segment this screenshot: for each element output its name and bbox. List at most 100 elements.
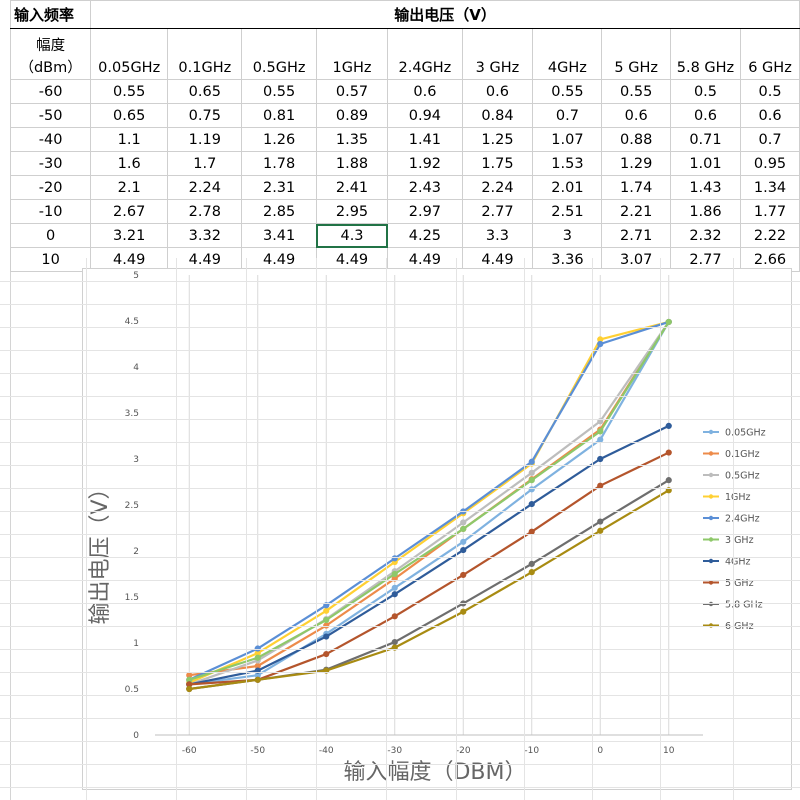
legend-entry[interactable]: 0.1GHz	[725, 449, 760, 460]
table-cell[interactable]: 0.81	[241, 103, 317, 128]
series-line[interactable]	[189, 489, 670, 691]
table-cell[interactable]: 2.22	[740, 223, 800, 248]
data-point[interactable]	[323, 616, 330, 624]
column-header[interactable]: 5.8 GHz	[669, 28, 742, 80]
table-cell[interactable]: 0.75	[167, 103, 243, 128]
column-header[interactable]: 0.5GHz	[241, 28, 317, 80]
column-header[interactable]: 4GHz	[532, 28, 603, 80]
table-cell[interactable]: 2.43	[387, 175, 463, 200]
table-cell[interactable]: 4.49	[387, 247, 463, 272]
legend-entry[interactable]: 2.4GHz	[725, 514, 760, 525]
data-point[interactable]	[597, 527, 604, 534]
table-cell[interactable]: 1.34	[740, 175, 800, 200]
data-point[interactable]	[665, 449, 672, 456]
table-cell[interactable]: 1.07	[532, 127, 603, 152]
table-cell[interactable]: 0.5	[740, 79, 800, 104]
table-cell[interactable]: 0.84	[461, 103, 534, 128]
data-point[interactable]	[528, 458, 535, 465]
table-cell[interactable]: 2.24	[167, 175, 243, 200]
data-point[interactable]	[597, 518, 604, 525]
data-point[interactable]	[391, 638, 398, 646]
table-cell[interactable]: 3.32	[167, 223, 243, 248]
data-point[interactable]	[528, 469, 535, 476]
data-point[interactable]	[460, 608, 467, 615]
table-cell[interactable]: 0.55	[90, 79, 169, 104]
table-cell[interactable]: 2.41	[315, 175, 389, 200]
table-cell[interactable]: 2.51	[532, 199, 603, 224]
table-cell[interactable]: 2.1	[90, 175, 169, 200]
table-cell[interactable]: 1.25	[461, 127, 534, 152]
data-point[interactable]	[323, 633, 330, 640]
table-cell[interactable]: 1.53	[532, 151, 603, 176]
table-cell[interactable]: 0.55	[241, 79, 317, 104]
row-amplitude-cell[interactable]: -10	[9, 199, 92, 224]
corner-label[interactable]: 输入频率	[9, 0, 92, 29]
series-line[interactable]	[188, 321, 670, 681]
table-cell[interactable]: 0.57	[315, 79, 389, 104]
legend-entry[interactable]: 4GHz	[725, 557, 751, 568]
data-point[interactable]	[254, 654, 261, 661]
table-cell[interactable]: 2.32	[669, 223, 742, 248]
series-line[interactable]	[189, 451, 670, 686]
table-cell[interactable]: 0.7	[740, 127, 800, 152]
row-amplitude-cell[interactable]: -40	[9, 127, 92, 152]
table-cell[interactable]: 4.25	[387, 223, 463, 248]
legend-entry[interactable]: 5.8 GHz	[725, 600, 763, 611]
column-header[interactable]: 0.05GHz	[90, 28, 169, 80]
table-cell[interactable]: 3.07	[601, 247, 671, 272]
table-cell[interactable]: 1.74	[601, 175, 671, 200]
legend-entry[interactable]: 5 GHz	[725, 578, 754, 589]
table-cell[interactable]: 4.49	[90, 247, 169, 272]
row-amplitude-cell[interactable]: 10	[9, 247, 92, 272]
row-amplitude-cell[interactable]: -50	[9, 103, 92, 128]
column-header[interactable]: 6 GHz	[740, 28, 800, 80]
column-header[interactable]: 0.1GHz	[167, 28, 243, 80]
table-cell[interactable]: 2.77	[669, 247, 742, 272]
table-cell[interactable]: 1.77	[740, 199, 800, 224]
table-cell[interactable]: 2.85	[241, 199, 317, 224]
table-cell[interactable]: 4.49	[167, 247, 243, 272]
table-cell[interactable]: 1.01	[669, 151, 742, 176]
legend-entry[interactable]: 0.5GHz	[725, 471, 760, 482]
table-cell[interactable]: 1.92	[387, 151, 463, 176]
table-cell[interactable]: 1.7	[167, 151, 243, 176]
table-cell[interactable]: 0.88	[601, 127, 671, 152]
data-point[interactable]	[254, 667, 261, 674]
column-header[interactable]: 5 GHz	[601, 28, 671, 80]
table-cell[interactable]: 3.41	[241, 223, 317, 248]
table-cell[interactable]: 2.21	[601, 199, 671, 224]
data-point[interactable]	[391, 613, 398, 620]
column-header[interactable]: 3 GHz	[461, 28, 534, 80]
table-cell[interactable]: 0.6	[669, 103, 742, 128]
data-point[interactable]	[391, 584, 398, 591]
data-point[interactable]	[528, 500, 535, 508]
legend-entry[interactable]: 3 GHz	[725, 535, 754, 546]
table-cell[interactable]: 1.6	[90, 151, 169, 176]
series-line[interactable]	[189, 424, 670, 686]
table-cell[interactable]: 3.21	[90, 223, 169, 248]
table-cell[interactable]: 1.88	[315, 151, 389, 176]
series-line[interactable]	[188, 320, 670, 684]
table-cell[interactable]: 4.49	[461, 247, 534, 272]
data-point[interactable]	[323, 667, 330, 674]
table-cell[interactable]: 3.3	[461, 223, 534, 248]
table-cell[interactable]: 1.26	[241, 127, 317, 152]
data-point[interactable]	[460, 538, 467, 545]
series-line[interactable]	[189, 321, 670, 677]
series-line[interactable]	[188, 321, 670, 686]
table-cell[interactable]: 0.95	[740, 151, 800, 176]
table-cell[interactable]: 0.6	[387, 79, 463, 104]
table-cell[interactable]: 1.29	[601, 151, 671, 176]
data-point[interactable]	[528, 560, 535, 567]
table-cell[interactable]: 1.41	[387, 127, 463, 152]
table-cell[interactable]: 0.7	[532, 103, 603, 128]
data-point[interactable]	[460, 519, 467, 526]
table-cell[interactable]: 0.6	[461, 79, 534, 104]
table-cell[interactable]: 2.31	[241, 175, 317, 200]
group-label[interactable]: 输出电压（V）	[90, 0, 800, 29]
data-point[interactable]	[323, 607, 330, 614]
legend-entry[interactable]: 0.05GHz	[725, 428, 766, 439]
table-cell[interactable]: 4.49	[315, 247, 389, 272]
table-cell[interactable]: 1.43	[669, 175, 742, 200]
data-point[interactable]	[665, 318, 672, 326]
